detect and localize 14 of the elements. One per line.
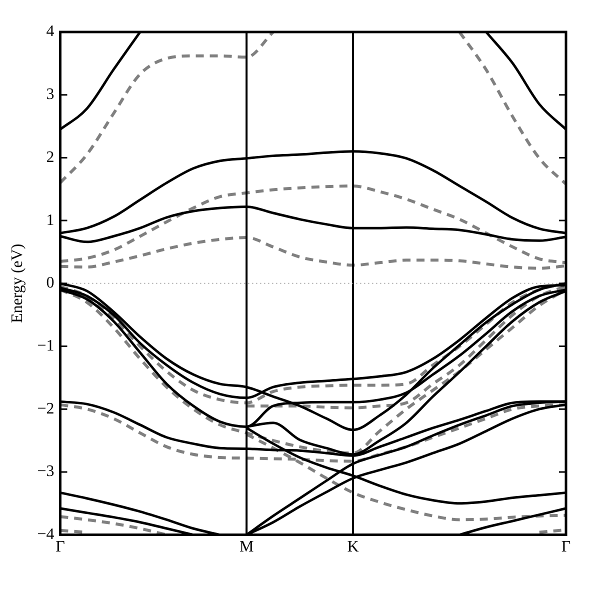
x-tick-label: Γ bbox=[561, 538, 571, 556]
y-tick-label: −1 bbox=[37, 337, 54, 354]
y-tick-label: 1 bbox=[46, 212, 54, 229]
x-tick-label: Γ bbox=[56, 538, 65, 556]
y-tick-label: 3 bbox=[46, 86, 54, 104]
x-tick-label: K bbox=[347, 538, 360, 556]
y-tick-label: 4 bbox=[46, 23, 54, 40]
x-tick-label: M bbox=[239, 538, 254, 556]
y-tick-label: −3 bbox=[37, 463, 54, 480]
y-tick-label: −2 bbox=[37, 400, 54, 418]
y-tick-label: −4 bbox=[37, 526, 54, 544]
y-tick-label: 0 bbox=[46, 274, 54, 292]
y-tick-label: 2 bbox=[46, 148, 54, 166]
y-axis-title: Energy (eV) bbox=[8, 244, 26, 324]
